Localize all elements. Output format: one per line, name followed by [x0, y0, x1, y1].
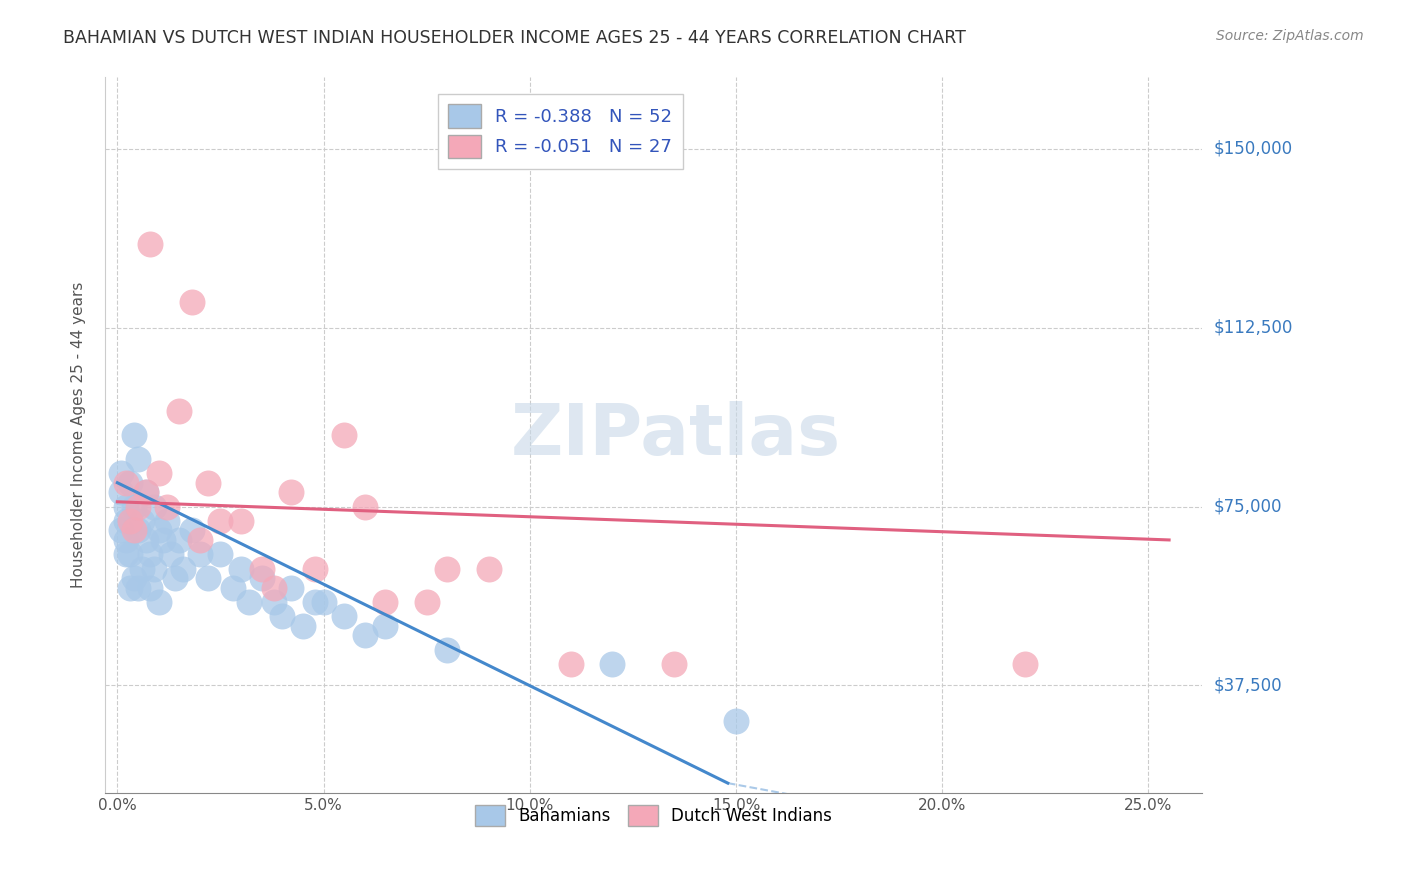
Point [280, 485, 302, 500]
Point [209, 547, 232, 561]
Point [477, 561, 499, 575]
Legend: Bahamians, Dutch West Indians: Bahamians, Dutch West Indians [467, 797, 841, 834]
Point [122, 571, 145, 585]
Point [304, 561, 326, 575]
Point [271, 609, 294, 624]
Point [152, 533, 174, 547]
Point [114, 500, 136, 514]
Point [139, 547, 162, 561]
Point [436, 642, 458, 657]
Text: ZIPatlas: ZIPatlas [510, 401, 841, 469]
Point [353, 628, 375, 642]
Point [180, 294, 202, 309]
Point [131, 561, 153, 575]
Point [209, 514, 232, 528]
Point [110, 524, 132, 538]
Point [167, 533, 190, 547]
Y-axis label: Householder Income Ages 25 - 44 years: Householder Income Ages 25 - 44 years [72, 282, 86, 588]
Point [436, 561, 458, 575]
Point [197, 571, 219, 585]
Point [118, 581, 141, 595]
Point [333, 428, 356, 442]
Point [135, 485, 157, 500]
Point [131, 514, 153, 528]
Point [250, 571, 273, 585]
Point [353, 500, 375, 514]
Point [118, 475, 141, 490]
Point [250, 561, 273, 575]
Point [263, 581, 285, 595]
Point [167, 404, 190, 418]
Point [127, 581, 149, 595]
Point [222, 581, 245, 595]
Point [165, 571, 187, 585]
Point [374, 619, 396, 633]
Text: BAHAMIAN VS DUTCH WEST INDIAN HOUSEHOLDER INCOME AGES 25 - 44 YEARS CORRELATION : BAHAMIAN VS DUTCH WEST INDIAN HOUSEHOLDE… [63, 29, 966, 46]
Text: $37,500: $37,500 [1213, 676, 1282, 694]
Point [114, 533, 136, 547]
Point [304, 595, 326, 609]
Point [135, 533, 157, 547]
Point [229, 561, 252, 575]
Point [415, 595, 437, 609]
Point [229, 514, 252, 528]
Point [724, 714, 747, 728]
Point [122, 524, 145, 538]
Point [662, 657, 685, 671]
Point [197, 475, 219, 490]
Point [110, 485, 132, 500]
Point [127, 524, 149, 538]
Point [188, 533, 211, 547]
Point [333, 609, 356, 624]
Point [143, 500, 166, 514]
Point [160, 547, 183, 561]
Point [263, 595, 285, 609]
Point [139, 581, 162, 595]
Point [560, 657, 582, 671]
Text: $112,500: $112,500 [1213, 318, 1292, 337]
Point [374, 595, 396, 609]
Point [143, 561, 166, 575]
Point [148, 524, 170, 538]
Point [122, 500, 145, 514]
Point [127, 500, 149, 514]
Point [118, 547, 141, 561]
Point [180, 524, 202, 538]
Point [188, 547, 211, 561]
Point [122, 428, 145, 442]
Point [600, 657, 623, 671]
Text: $150,000: $150,000 [1213, 140, 1292, 158]
Point [291, 619, 314, 633]
Text: $75,000: $75,000 [1213, 498, 1282, 516]
Point [280, 581, 302, 595]
Point [139, 237, 162, 252]
Point [114, 475, 136, 490]
Point [127, 451, 149, 466]
Point [1014, 657, 1036, 671]
Point [238, 595, 260, 609]
Text: Source: ZipAtlas.com: Source: ZipAtlas.com [1216, 29, 1364, 43]
Point [118, 514, 141, 528]
Point [135, 485, 157, 500]
Point [156, 514, 179, 528]
Point [172, 561, 194, 575]
Point [110, 466, 132, 480]
Point [148, 466, 170, 480]
Point [156, 500, 179, 514]
Point [312, 595, 335, 609]
Point [114, 547, 136, 561]
Point [114, 514, 136, 528]
Point [148, 595, 170, 609]
